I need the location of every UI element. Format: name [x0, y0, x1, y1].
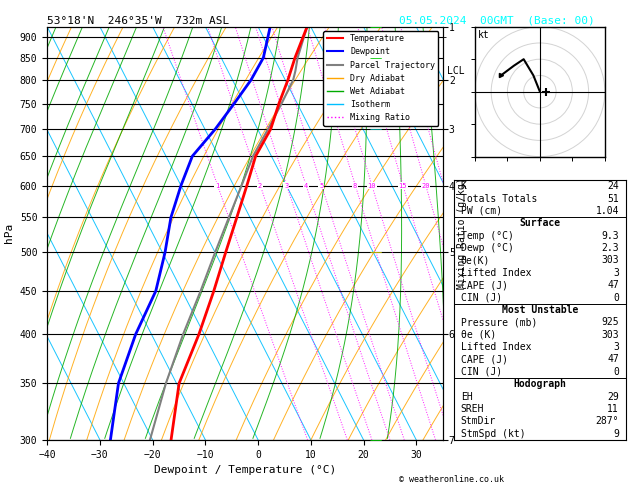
- Text: StmSpd (kt): StmSpd (kt): [461, 429, 525, 439]
- Text: -—: -—: [369, 247, 383, 258]
- Text: 47: 47: [607, 354, 619, 364]
- Text: 3: 3: [613, 342, 619, 352]
- Text: 1: 1: [215, 183, 220, 189]
- Text: -—: -—: [369, 435, 383, 445]
- Text: K: K: [461, 181, 467, 191]
- Text: Hodograph: Hodograph: [513, 379, 566, 389]
- Text: CIN (J): CIN (J): [461, 367, 502, 377]
- Text: 303: 303: [601, 330, 619, 340]
- Text: 3: 3: [284, 183, 289, 189]
- Text: 24: 24: [607, 181, 619, 191]
- Text: θe (K): θe (K): [461, 330, 496, 340]
- Text: PW (cm): PW (cm): [461, 206, 502, 216]
- Text: 4: 4: [304, 183, 308, 189]
- Text: Lifted Index: Lifted Index: [461, 342, 532, 352]
- Text: 29: 29: [607, 392, 619, 401]
- Legend: Temperature, Dewpoint, Parcel Trajectory, Dry Adiabat, Wet Adiabat, Isotherm, Mi: Temperature, Dewpoint, Parcel Trajectory…: [323, 31, 438, 125]
- Text: Most Unstable: Most Unstable: [502, 305, 578, 315]
- Text: 303: 303: [601, 256, 619, 265]
- Text: © weatheronline.co.uk: © weatheronline.co.uk: [399, 474, 504, 484]
- Text: 10: 10: [367, 183, 376, 189]
- Text: CAPE (J): CAPE (J): [461, 354, 508, 364]
- Text: 925: 925: [601, 317, 619, 327]
- Text: 11: 11: [607, 404, 619, 414]
- Text: 2: 2: [258, 183, 262, 189]
- Text: 9.3: 9.3: [601, 231, 619, 241]
- Text: CAPE (J): CAPE (J): [461, 280, 508, 290]
- Text: EH: EH: [461, 392, 472, 401]
- Text: Surface: Surface: [520, 218, 560, 228]
- Text: -—: -—: [369, 124, 383, 134]
- Text: θe(K): θe(K): [461, 256, 490, 265]
- Text: Pressure (mb): Pressure (mb): [461, 317, 537, 327]
- Text: Temp (°C): Temp (°C): [461, 231, 514, 241]
- Text: -—: -—: [369, 22, 383, 32]
- Y-axis label: Mixing Ratio (g/kg): Mixing Ratio (g/kg): [457, 177, 467, 289]
- Text: 05.05.2024  00GMT  (Base: 00): 05.05.2024 00GMT (Base: 00): [399, 16, 595, 26]
- Text: 53°18'N  246°35'W  732m ASL: 53°18'N 246°35'W 732m ASL: [47, 16, 230, 26]
- Text: Lifted Index: Lifted Index: [461, 268, 532, 278]
- Text: 20: 20: [421, 183, 430, 189]
- X-axis label: Dewpoint / Temperature (°C): Dewpoint / Temperature (°C): [153, 465, 336, 475]
- Text: 15: 15: [398, 183, 407, 189]
- Text: SREH: SREH: [461, 404, 484, 414]
- Text: 3: 3: [613, 268, 619, 278]
- Text: 51: 51: [607, 193, 619, 204]
- Text: LCL: LCL: [447, 66, 464, 76]
- Text: 1.04: 1.04: [596, 206, 619, 216]
- Text: StmDir: StmDir: [461, 417, 496, 426]
- Text: 0: 0: [613, 293, 619, 303]
- Y-axis label: hPa: hPa: [4, 223, 14, 243]
- Text: Dewp (°C): Dewp (°C): [461, 243, 514, 253]
- Text: 47: 47: [607, 280, 619, 290]
- Text: kt: kt: [478, 30, 490, 40]
- Text: -—: -—: [369, 53, 383, 63]
- Text: 8: 8: [353, 183, 357, 189]
- Text: Totals Totals: Totals Totals: [461, 193, 537, 204]
- Text: 2.3: 2.3: [601, 243, 619, 253]
- Text: CIN (J): CIN (J): [461, 293, 502, 303]
- Text: 5: 5: [319, 183, 323, 189]
- Text: 9: 9: [613, 429, 619, 439]
- Text: 287°: 287°: [596, 417, 619, 426]
- Text: 0: 0: [613, 367, 619, 377]
